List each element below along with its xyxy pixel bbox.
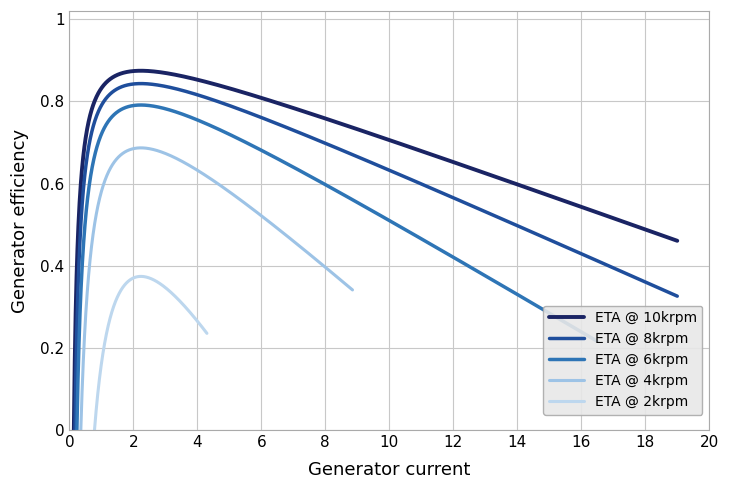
ETA @ 6krpm	[483, 274, 491, 280]
ETA @ 2krpm	[142, 274, 150, 280]
ETA @ 8krpm	[656, 286, 664, 292]
Line: ETA @ 6krpm: ETA @ 6krpm	[77, 105, 597, 430]
ETA @ 4krpm	[91, 220, 99, 226]
ETA @ 8krpm	[101, 96, 110, 102]
ETA @ 6krpm	[137, 102, 145, 108]
ETA @ 10krpm	[100, 81, 109, 87]
ETA @ 4krpm	[340, 280, 349, 286]
ETA @ 10krpm	[656, 232, 664, 238]
ETA @ 2krpm	[90, 427, 99, 433]
ETA @ 8krpm	[673, 293, 682, 299]
X-axis label: Generator current: Generator current	[308, 461, 471, 479]
ETA @ 10krpm	[347, 124, 356, 130]
ETA @ 4krpm	[348, 287, 357, 293]
ETA @ 6krpm	[99, 127, 108, 133]
ETA @ 10krpm	[673, 238, 682, 244]
Line: ETA @ 10krpm: ETA @ 10krpm	[74, 71, 677, 430]
ETA @ 4krpm	[291, 240, 299, 245]
ETA @ 10krpm	[545, 193, 553, 198]
ETA @ 8krpm	[71, 427, 80, 433]
ETA @ 6krpm	[326, 184, 334, 190]
Y-axis label: Generator efficiency: Generator efficiency	[11, 128, 29, 313]
ETA @ 8krpm	[364, 158, 372, 164]
ETA @ 2krpm	[137, 273, 145, 279]
ETA @ 6krpm	[72, 427, 81, 433]
ETA @ 4krpm	[209, 177, 218, 183]
ETA @ 2krpm	[199, 326, 208, 332]
ETA @ 6krpm	[312, 177, 320, 183]
Line: ETA @ 2krpm: ETA @ 2krpm	[94, 276, 207, 430]
ETA @ 2krpm	[199, 326, 208, 332]
ETA @ 2krpm	[179, 301, 188, 307]
ETA @ 6krpm	[593, 339, 602, 344]
ETA @ 10krpm	[656, 232, 664, 238]
ETA @ 8krpm	[545, 237, 554, 243]
ETA @ 2krpm	[145, 275, 153, 281]
ETA @ 4krpm	[137, 145, 145, 151]
ETA @ 2krpm	[202, 330, 211, 336]
ETA @ 10krpm	[363, 130, 372, 136]
ETA @ 4krpm	[201, 172, 210, 178]
ETA @ 8krpm	[347, 151, 356, 157]
ETA @ 2krpm	[96, 369, 104, 375]
ETA @ 6krpm	[578, 329, 587, 335]
ETA @ 10krpm	[137, 68, 145, 74]
ETA @ 10krpm	[69, 427, 78, 433]
ETA @ 8krpm	[137, 81, 145, 87]
ETA @ 4krpm	[340, 280, 349, 286]
ETA @ 6krpm	[578, 330, 587, 336]
Legend: ETA @ 10krpm, ETA @ 8krpm, ETA @ 6krpm, ETA @ 4krpm, ETA @ 2krpm: ETA @ 10krpm, ETA @ 8krpm, ETA @ 6krpm, …	[543, 306, 702, 415]
Line: ETA @ 8krpm: ETA @ 8krpm	[75, 84, 677, 430]
Line: ETA @ 4krpm: ETA @ 4krpm	[81, 148, 353, 430]
ETA @ 8krpm	[656, 286, 664, 292]
ETA @ 4krpm	[77, 427, 85, 433]
